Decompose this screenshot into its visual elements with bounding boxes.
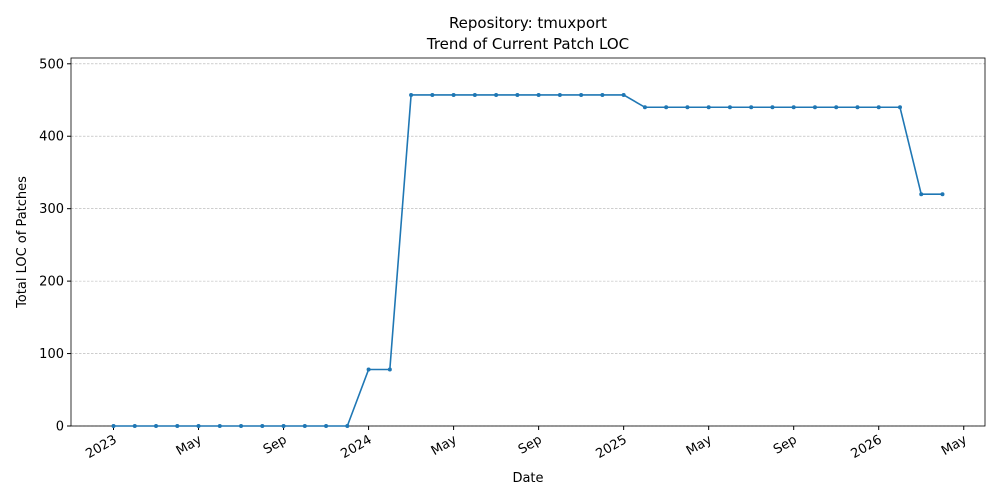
data-point: [260, 424, 265, 428]
data-point: [940, 192, 945, 197]
data-point: [111, 424, 116, 428]
y-tick-label: 100: [39, 347, 64, 362]
y-tick-label: 400: [39, 130, 64, 145]
data-point: [345, 424, 350, 428]
data-point: [132, 424, 137, 428]
y-tick-label: 200: [39, 275, 64, 290]
plot-frame: [70, 57, 986, 427]
data-point: [324, 424, 329, 428]
data-point: [472, 92, 477, 97]
data-point: [579, 92, 584, 97]
data-point: [154, 424, 159, 428]
data-point: [217, 424, 222, 428]
x-axis-label: Date: [512, 471, 543, 486]
data-point: [812, 105, 817, 110]
data-point: [494, 92, 499, 97]
data-point: [366, 367, 371, 372]
data-point: [196, 424, 201, 428]
chart-title: Repository: tmuxport: [449, 14, 607, 32]
data-point: [664, 105, 669, 110]
data-point: [919, 192, 924, 197]
data-point: [897, 105, 902, 110]
data-point: [621, 92, 626, 97]
data-point: [791, 105, 796, 110]
y-tick-label: 0: [56, 420, 64, 435]
data-point: [281, 424, 286, 428]
data-point: [642, 105, 647, 110]
data-point: [387, 367, 392, 372]
data-point: [430, 92, 435, 97]
data-point: [855, 105, 860, 110]
data-line: [113, 94, 943, 427]
data-point: [727, 105, 732, 110]
chart-subtitle: Trend of Current Patch LOC: [426, 35, 629, 53]
data-point: [685, 105, 690, 110]
data-point: [749, 105, 754, 110]
data-point: [451, 92, 456, 97]
data-point: [600, 92, 605, 97]
data-point: [409, 92, 414, 97]
data-point: [876, 105, 881, 110]
data-point: [557, 92, 562, 97]
data-point: [834, 105, 839, 110]
y-tick-label: 500: [39, 57, 64, 72]
data-point: [536, 92, 541, 97]
y-tick-label: 300: [39, 202, 64, 217]
data-point: [706, 105, 711, 110]
data-point: [302, 424, 307, 428]
data-point: [175, 424, 180, 428]
data-point: [239, 424, 244, 428]
data-point: [515, 92, 520, 97]
y-axis-label: Total LOC of Patches: [15, 176, 30, 309]
data-point: [770, 105, 775, 110]
